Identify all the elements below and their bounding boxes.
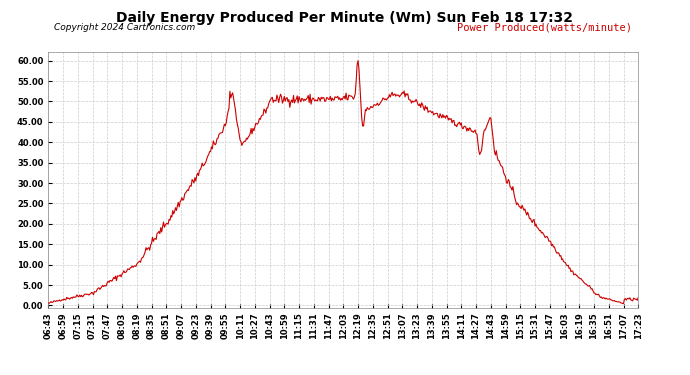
Text: Copyright 2024 Cartronics.com: Copyright 2024 Cartronics.com [55, 23, 195, 32]
Text: Power Produced(watts/minute): Power Produced(watts/minute) [457, 22, 632, 32]
Text: Daily Energy Produced Per Minute (Wm) Sun Feb 18 17:32: Daily Energy Produced Per Minute (Wm) Su… [117, 11, 573, 25]
